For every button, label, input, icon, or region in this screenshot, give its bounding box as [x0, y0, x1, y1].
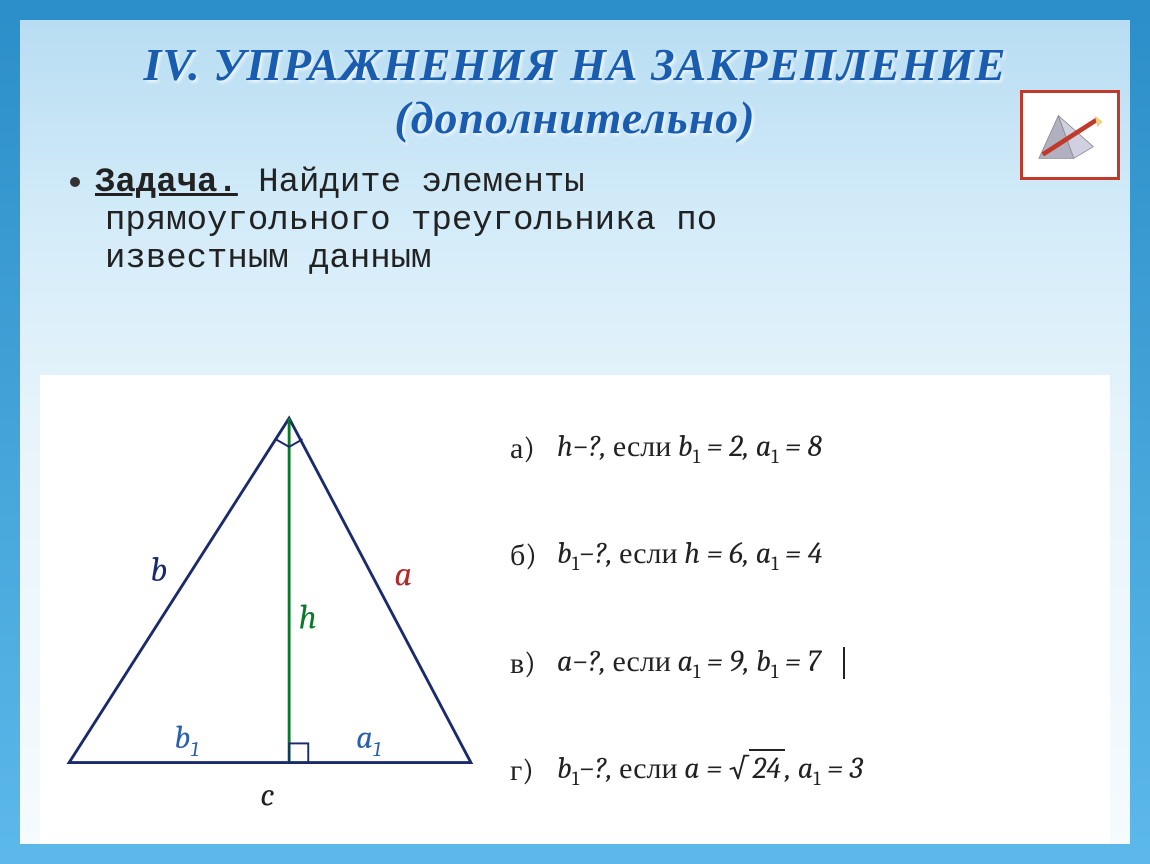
label-h: h: [299, 598, 317, 638]
lower-panel: b a h b1 a1 c а) h−?, если b1 = 2, a1 = …: [40, 375, 1110, 844]
title-line-2: (дополнительно): [50, 91, 1100, 144]
task-label: Задача.: [95, 164, 238, 202]
task-text: Задача. Найдите элементы прямоугольного …: [50, 164, 1100, 278]
label-b1: b1: [174, 720, 198, 762]
triangle-pencil-icon: [1020, 90, 1120, 180]
text-cursor: [843, 647, 845, 679]
task-text-1: Найдите элементы: [258, 164, 584, 202]
task-text-2: прямоугольного треугольника по: [70, 202, 1100, 240]
task-line-1: Задача. Найдите элементы: [70, 164, 1100, 202]
label-a: a: [394, 555, 412, 595]
problem-math: b1−?, если a = 24, a1 = 3: [557, 751, 863, 790]
problem-b: б) b1−?, если h = 6, a1 = 4: [510, 536, 1090, 575]
problem-math: a−?, если a1 = 9, b1 = 7: [557, 644, 821, 683]
problem-v: в) a−?, если a1 = 9, b1 = 7: [510, 644, 1090, 683]
bullet-icon: [70, 177, 80, 187]
problem-letter: б): [510, 538, 545, 573]
slide-content: IV. УПРАЖНЕНИЯ НА ЗАКРЕПЛЕНИЕ (дополните…: [20, 20, 1130, 844]
title-block: IV. УПРАЖНЕНИЯ НА ЗАКРЕПЛЕНИЕ (дополните…: [50, 40, 1100, 144]
label-c: c: [260, 778, 274, 815]
problem-math: b1−?, если h = 6, a1 = 4: [557, 536, 822, 575]
task-text-3: известным данным: [70, 240, 1100, 278]
problem-letter: в): [510, 646, 545, 681]
problem-g: г) b1−?, если a = 24, a1 = 3: [510, 751, 1090, 790]
triangle-diagram: b a h b1 a1 c: [40, 375, 500, 844]
problem-letter: а): [510, 431, 545, 466]
title-line-1: IV. УПРАЖНЕНИЯ НА ЗАКРЕПЛЕНИЕ: [50, 40, 1100, 91]
label-a1: a1: [356, 720, 381, 762]
problem-math: h−?, если b1 = 2, a1 = 8: [557, 429, 822, 468]
problems-list: а) h−?, если b1 = 2, a1 = 8 б) b1−?, есл…: [500, 375, 1110, 844]
problem-letter: г): [510, 753, 545, 788]
label-b: b: [150, 550, 167, 590]
slide-container: IV. УПРАЖНЕНИЯ НА ЗАКРЕПЛЕНИЕ (дополните…: [0, 0, 1150, 864]
problem-a: а) h−?, если b1 = 2, a1 = 8: [510, 429, 1090, 468]
